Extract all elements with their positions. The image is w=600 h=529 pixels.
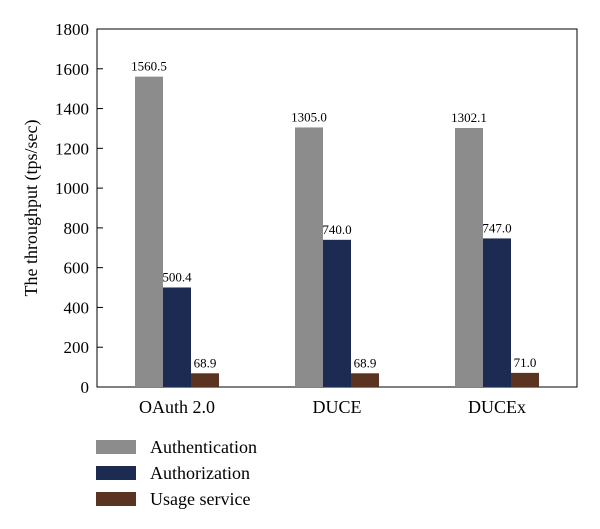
bar-usage-service-ducex: [511, 372, 539, 387]
data-label-authentication-duce: 1305.0: [291, 109, 327, 124]
y-tick-label: 1800: [55, 20, 89, 39]
legend-item-authentication: Authentication: [96, 434, 257, 460]
x-axis-ticks: OAuth 2.0 DUCE DUCEx: [139, 397, 526, 417]
bar-authorization-ducex: [483, 238, 511, 387]
data-labels-group: 1560.5 500.4 68.9 1305.0 740.0 68.9 1302.1 747.…: [131, 59, 536, 371]
data-label-authorization-duce: 740.0: [322, 222, 351, 237]
legend-swatch-authentication: [96, 440, 136, 454]
legend-item-usage-service: Usage service: [96, 486, 257, 512]
y-tick-label: 800: [64, 219, 90, 238]
x-tick-label-duce: DUCE: [313, 397, 362, 417]
y-tick-label: 0: [81, 378, 90, 397]
data-label-authentication-oauth-2-0: 1560.5: [131, 59, 167, 74]
bar-authentication-ducex: [455, 128, 483, 387]
bar-usage-service-oauth-2-0: [191, 373, 219, 387]
y-tick-label: 1600: [55, 60, 89, 79]
data-label-authentication-ducex: 1302.1: [451, 110, 487, 125]
x-tick-label-ducex: DUCEx: [468, 397, 526, 417]
y-tick-label: 600: [64, 259, 90, 278]
legend-item-authorization: Authorization: [96, 460, 257, 486]
y-tick-label: 1000: [55, 179, 89, 198]
x-tick-label-oauth-2-0: OAuth 2.0: [139, 397, 215, 417]
legend: Authentication Authorization Usage servi…: [96, 434, 257, 512]
y-tick-label: 200: [64, 338, 90, 357]
bar-authentication-duce: [295, 127, 323, 387]
y-axis-label: The throughput (tps/sec): [21, 120, 42, 297]
data-label-usage-service-ducex: 71.0: [514, 355, 537, 370]
legend-swatch-authorization: [96, 466, 136, 480]
legend-label-authorization: Authorization: [150, 462, 250, 483]
data-label-usage-service-oauth-2-0: 68.9: [194, 355, 217, 370]
bars-group: [135, 76, 539, 388]
legend-label-usage-service: Usage service: [150, 488, 251, 509]
data-label-authorization-ducex: 747.0: [482, 220, 511, 235]
bar-usage-service-duce: [351, 373, 379, 387]
y-axis-ticks: 0 200 400 600 800 1000 1200 1400 1600 1800: [55, 20, 103, 397]
y-tick-label: 1200: [55, 139, 89, 158]
y-tick-label: 1400: [55, 100, 89, 119]
legend-swatch-usage-service: [96, 492, 136, 506]
y-tick-label: 400: [64, 298, 90, 317]
bar-authentication-oauth-2-0: [135, 76, 163, 388]
data-label-authorization-oauth-2-0: 500.4: [162, 269, 192, 284]
data-label-usage-service-duce: 68.9: [354, 355, 377, 370]
legend-label-authentication: Authentication: [150, 436, 257, 457]
bar-authorization-oauth-2-0: [163, 287, 191, 387]
bar-chart: 1560.5 500.4 68.9 1305.0 740.0 68.9 1302.1 747.…: [21, 20, 578, 417]
bar-authorization-duce: [323, 239, 351, 387]
